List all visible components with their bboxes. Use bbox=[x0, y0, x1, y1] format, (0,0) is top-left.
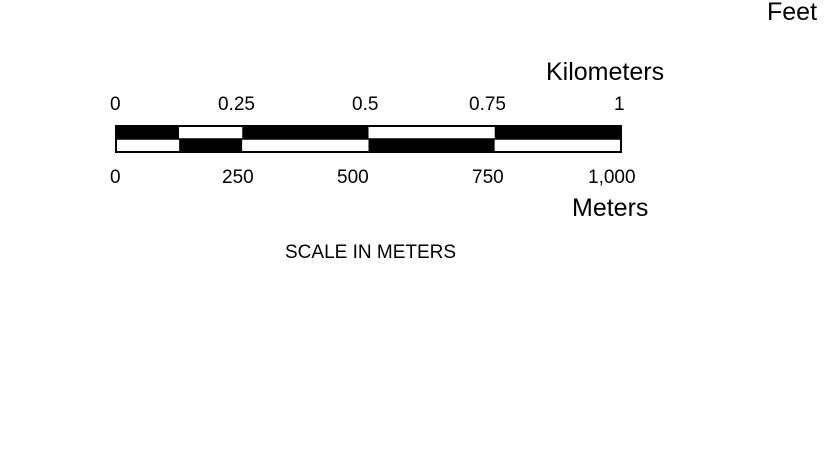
meters-unit-label: Meters bbox=[572, 194, 649, 222]
kilometers-unit-label: Kilometers bbox=[546, 58, 665, 86]
scale-segment-top bbox=[494, 126, 621, 139]
scale-segment-top bbox=[179, 126, 243, 139]
km-tick-label: 1 bbox=[614, 94, 625, 115]
meters-tick-label: 1,000 bbox=[588, 167, 636, 188]
km-tick-label: 0 bbox=[110, 94, 121, 115]
scale-segment-bottom bbox=[242, 139, 369, 152]
meters-tick-label: 750 bbox=[472, 167, 504, 188]
scale-segment-top bbox=[116, 126, 180, 139]
meters-tick-label: 250 bbox=[222, 167, 254, 188]
meters-tick-label: 0 bbox=[110, 167, 121, 188]
scale-segment-bottom bbox=[368, 139, 495, 152]
scale-segment-bottom bbox=[494, 139, 621, 152]
scale-segment-top bbox=[368, 126, 495, 139]
km-tick-label: 0.75 bbox=[469, 94, 506, 115]
km-tick-label: 0.25 bbox=[218, 94, 255, 115]
meters-tick-label: 500 bbox=[337, 167, 369, 188]
km-tick-label: 0.5 bbox=[352, 94, 379, 115]
scale-caption: SCALE IN METERS bbox=[285, 242, 457, 263]
scale-segment-bottom bbox=[179, 139, 243, 152]
scale-segment-bottom bbox=[116, 139, 180, 152]
feet-unit-label: Feet bbox=[767, 0, 818, 26]
scale-segment-top bbox=[242, 126, 369, 139]
